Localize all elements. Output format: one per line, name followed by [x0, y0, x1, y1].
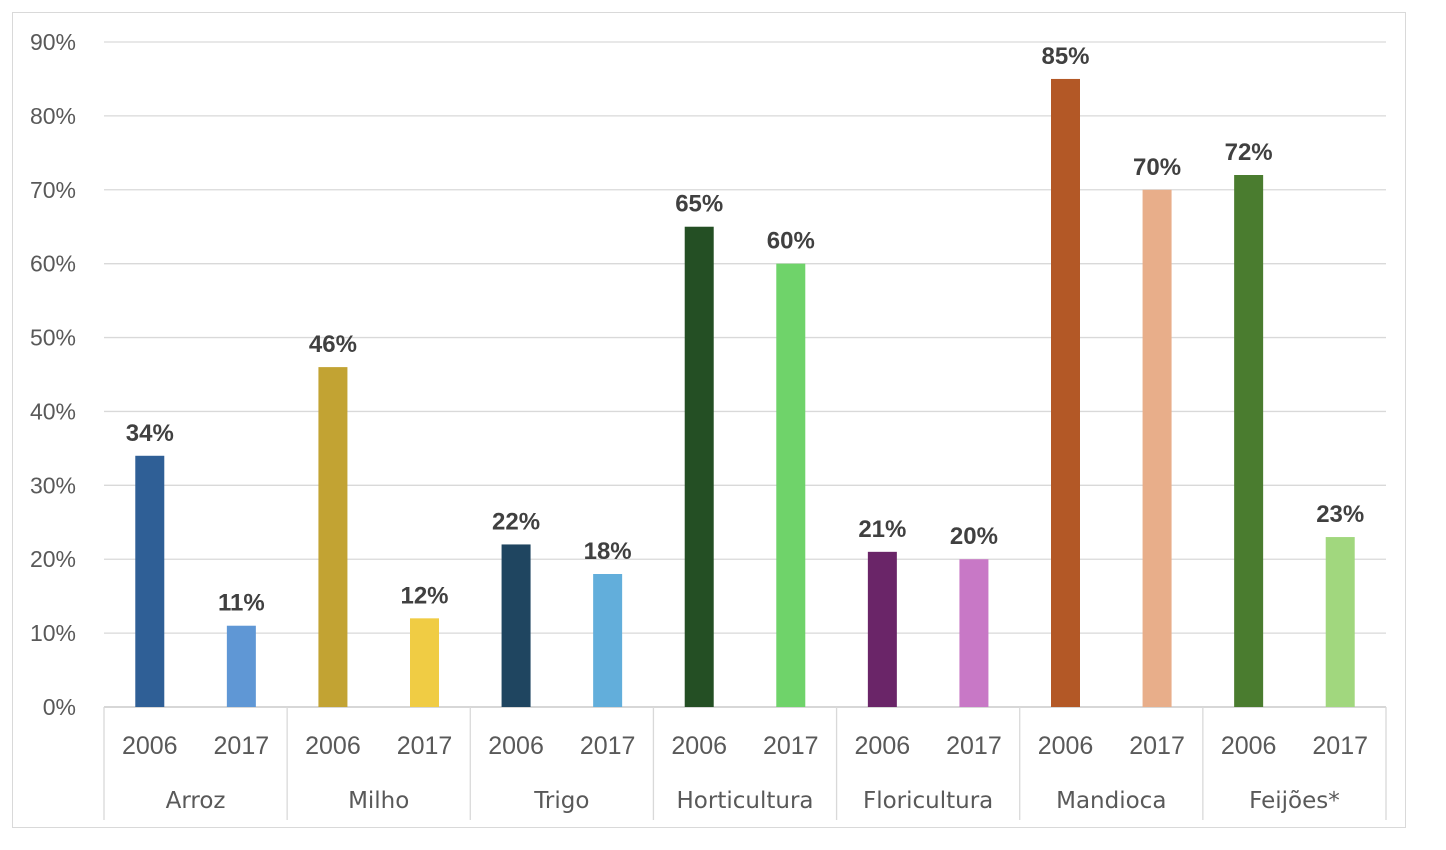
data-labels: 34% 11% 46% 12% 22% 18% 65% 60% 21% 20% 85% 70% 72% 2…	[126, 43, 1364, 617]
data-label: 46%	[309, 331, 357, 358]
x-year-label: 2017	[397, 732, 453, 760]
bar-milho-2017	[410, 618, 439, 707]
bar-arroz-2017	[226, 625, 256, 707]
x-year-label: 2006	[488, 732, 544, 760]
x-year-label: 2017	[1129, 732, 1185, 760]
x-year-label: 2006	[855, 732, 911, 760]
x-group-label: Milho	[348, 788, 409, 814]
x-group-label: Horticultura	[677, 788, 814, 814]
y-tick-label: 70%	[30, 177, 76, 203]
y-tick-label: 20%	[30, 546, 76, 572]
bar-arroz-2006	[135, 455, 165, 707]
data-label: 65%	[675, 191, 723, 218]
bars	[135, 78, 1355, 707]
x-year-label: 2017	[214, 732, 270, 760]
x-group-label: Mandioca	[1056, 788, 1166, 814]
x-year-label: 2017	[946, 732, 1002, 760]
data-label: 12%	[400, 582, 448, 609]
data-label: 18%	[584, 538, 632, 565]
data-label: 34%	[126, 420, 174, 447]
data-label: 22%	[492, 508, 540, 535]
x-group-label: Trigo	[533, 788, 589, 814]
x-year-label: 2017	[763, 732, 819, 760]
x-group-label: Arroz	[166, 788, 226, 814]
x-group-label: Feijões*	[1249, 788, 1340, 814]
x-year-label: 2017	[580, 732, 636, 760]
x-year-label: 2006	[305, 732, 361, 760]
data-label: 11%	[218, 590, 265, 617]
y-tick-label: 80%	[30, 103, 76, 129]
data-label: 72%	[1225, 139, 1273, 166]
y-tick-label: 90%	[30, 29, 76, 55]
data-label: 21%	[858, 516, 906, 543]
bar-trigo-2006	[501, 544, 531, 707]
x-group-label: Floricultura	[863, 788, 993, 814]
x-year-label: 2006	[671, 732, 727, 760]
y-tick-label: 50%	[30, 325, 76, 351]
data-label: 70%	[1133, 154, 1181, 181]
x-year-label: 2006	[122, 732, 178, 760]
data-label: 60%	[767, 228, 815, 255]
bar-mandioca-2017	[1142, 189, 1172, 707]
x-axis: 2006 2017 Arroz 2006 2017 Milho 2006 2017 Trigo 2…	[103, 707, 1387, 820]
bar-mandioca-2006	[1051, 78, 1080, 707]
data-label: 85%	[1041, 43, 1089, 70]
bar-floricultura-2017	[959, 559, 989, 707]
bar-horticultura-2006	[684, 226, 714, 707]
bar-horticultura-2017	[776, 263, 806, 707]
bar-feijes-2017	[1325, 537, 1355, 707]
y-tick-label: 30%	[30, 472, 76, 498]
x-year-label: 2006	[1038, 732, 1094, 760]
y-tick-label: 40%	[30, 398, 76, 424]
bar-trigo-2017	[593, 574, 623, 707]
y-axis-ticks: 0% 10% 20% 30% 40% 50% 60% 70% 80% 90%	[30, 29, 76, 720]
y-tick-label: 0%	[43, 694, 76, 720]
y-tick-label: 10%	[30, 620, 76, 646]
bar-feijes-2006	[1234, 175, 1264, 707]
y-tick-label: 60%	[30, 251, 76, 277]
x-year-label: 2017	[1312, 732, 1368, 760]
bar-milho-2006	[318, 367, 348, 707]
gridlines	[104, 41, 1386, 708]
data-label: 23%	[1316, 501, 1364, 528]
data-label: 20%	[950, 523, 998, 550]
x-year-label: 2006	[1221, 732, 1277, 760]
bar-floricultura-2006	[867, 551, 897, 707]
